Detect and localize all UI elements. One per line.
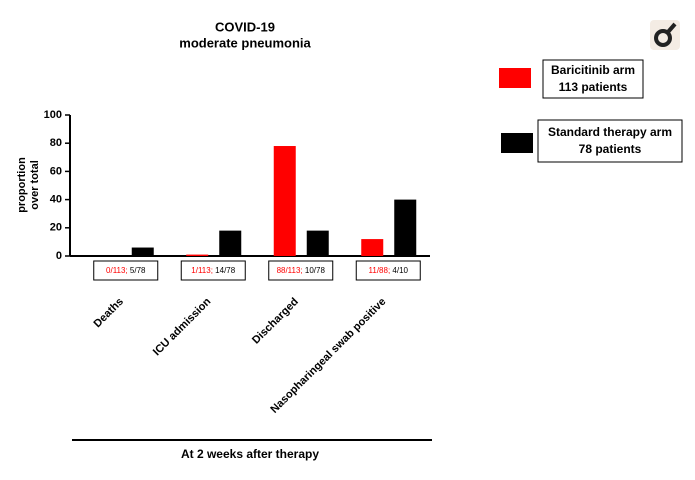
value-label: 5/78	[130, 266, 146, 275]
value-label: 11/88;	[369, 266, 391, 275]
y-tick-label: 100	[44, 109, 62, 121]
y-label: over total	[29, 160, 41, 210]
value-label: 88/113;	[277, 266, 303, 275]
legend-swatch	[499, 68, 531, 88]
x-tick-label: ICU admission	[151, 295, 214, 358]
legend-box	[542, 59, 644, 99]
legend-label: Baricitinib arm	[551, 63, 635, 77]
value-label: 4/10	[392, 266, 408, 275]
legend-patients: 78 patients	[579, 142, 642, 156]
value-label: 0/113;	[106, 266, 128, 275]
legend-swatch	[501, 133, 533, 153]
value-label-group: 1/113; 14/78	[191, 266, 235, 275]
chart-subtitle: moderate pneumonia	[179, 35, 311, 50]
bar	[186, 254, 209, 256]
y-tick-label: 20	[50, 222, 62, 234]
value-label-group: 88/113; 10/78	[277, 266, 326, 275]
bar	[361, 239, 384, 256]
y-tick-label: 0	[56, 250, 62, 262]
value-label-box	[93, 260, 159, 281]
chart-title: COVID-19	[215, 19, 275, 34]
bar	[131, 247, 154, 256]
bar	[219, 230, 242, 256]
value-label-box	[180, 260, 246, 281]
bar	[306, 230, 329, 256]
value-label: 14/78	[215, 266, 236, 275]
x-label: At 2 weeks after therapy	[181, 447, 319, 461]
y-tick-label: 80	[50, 137, 62, 149]
x-tick-label: Deaths	[91, 296, 125, 330]
value-label-group: 11/88; 4/10	[369, 266, 409, 275]
y-label: proportion	[16, 157, 28, 213]
value-label-group: 0/113; 5/78	[106, 266, 146, 275]
bar	[273, 146, 296, 256]
value-label: 10/78	[305, 266, 326, 275]
legend-patients: 113 patients	[559, 80, 628, 94]
legend-box	[537, 119, 683, 163]
y-tick-label: 40	[50, 194, 62, 206]
value-label: 1/113;	[191, 266, 213, 275]
y-label-group: proportion over total	[16, 157, 41, 213]
bar	[394, 199, 417, 256]
legend-label: Standard therapy arm	[548, 125, 672, 139]
logo-icon	[650, 20, 680, 50]
value-label-box	[268, 260, 334, 281]
x-tick-label: Discharged	[250, 296, 301, 347]
value-label-box	[355, 260, 421, 281]
y-tick-label: 60	[50, 165, 62, 177]
